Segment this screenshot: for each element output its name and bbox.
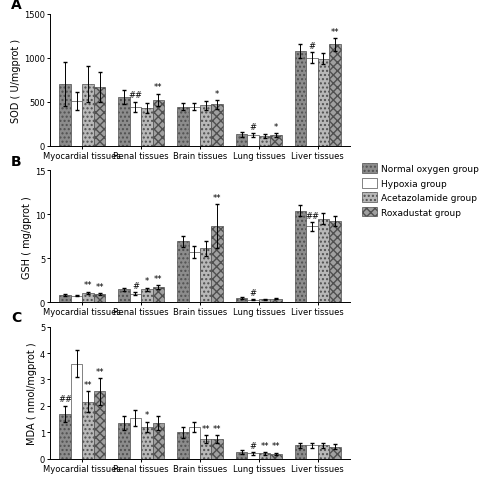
Text: **: **	[260, 441, 269, 450]
Bar	[188, 108, 200, 146]
Text: **: **	[272, 442, 280, 450]
Bar	[329, 45, 340, 146]
Bar	[294, 211, 306, 303]
Bar	[82, 85, 94, 146]
Bar	[318, 446, 329, 459]
Bar	[259, 137, 270, 146]
Bar	[71, 296, 83, 303]
Bar	[318, 219, 329, 303]
Bar	[118, 290, 130, 303]
Text: **: **	[154, 275, 162, 284]
Bar	[294, 446, 306, 459]
Text: **: **	[202, 424, 210, 433]
Bar	[141, 109, 152, 146]
Text: B: B	[11, 154, 22, 168]
Text: C: C	[11, 310, 21, 325]
Y-axis label: GSH ( mg/gprot ): GSH ( mg/gprot )	[22, 195, 32, 278]
Text: **: **	[213, 194, 222, 203]
Text: ##: ##	[305, 211, 319, 220]
Bar	[236, 452, 248, 459]
Text: *: *	[145, 410, 149, 420]
Bar	[94, 294, 106, 303]
Text: *: *	[145, 277, 149, 285]
Text: **: **	[154, 83, 162, 92]
Bar	[141, 427, 152, 459]
Bar	[152, 287, 164, 303]
Text: **: **	[96, 367, 104, 376]
Bar	[306, 227, 318, 303]
Text: *: *	[274, 123, 278, 132]
Bar	[152, 101, 164, 146]
Text: #: #	[132, 282, 139, 290]
Bar	[329, 222, 340, 303]
Bar	[188, 427, 200, 459]
Bar	[118, 98, 130, 146]
Bar	[130, 418, 141, 459]
Bar	[236, 299, 248, 303]
Text: **: **	[96, 282, 104, 291]
Bar	[248, 300, 259, 303]
Bar	[212, 227, 223, 303]
Bar	[188, 252, 200, 303]
Bar	[177, 432, 188, 459]
Bar	[94, 391, 106, 459]
Bar	[71, 364, 83, 459]
Bar	[200, 249, 211, 303]
Bar	[71, 102, 83, 146]
Bar	[118, 423, 130, 459]
Bar	[200, 439, 211, 459]
Text: **: **	[84, 281, 92, 290]
Text: #: #	[308, 42, 316, 51]
Text: **: **	[330, 28, 339, 37]
Y-axis label: MDA ( nmol/mgprot ): MDA ( nmol/mgprot )	[27, 342, 37, 444]
Y-axis label: SOD ( U/mgprot ): SOD ( U/mgprot )	[12, 39, 22, 122]
Bar	[259, 300, 270, 303]
Bar	[152, 423, 164, 459]
Bar	[248, 453, 259, 459]
Bar	[94, 87, 106, 146]
Bar	[329, 447, 340, 459]
Text: ##: ##	[58, 395, 72, 404]
Bar	[270, 454, 282, 459]
Text: #: #	[250, 288, 256, 297]
Text: #: #	[250, 441, 256, 450]
Bar	[177, 242, 188, 303]
Bar	[60, 295, 71, 303]
Bar	[212, 105, 223, 146]
Text: **: **	[213, 424, 222, 433]
Bar	[82, 402, 94, 459]
Bar	[212, 439, 223, 459]
Bar	[306, 59, 318, 146]
Bar	[141, 290, 152, 303]
Bar	[294, 52, 306, 146]
Text: ##: ##	[128, 91, 142, 100]
Bar	[82, 293, 94, 303]
Bar	[248, 136, 259, 146]
Bar	[60, 85, 71, 146]
Text: A: A	[11, 0, 22, 12]
Bar	[60, 414, 71, 459]
Text: **: **	[84, 380, 92, 389]
Bar	[259, 453, 270, 459]
Bar	[270, 136, 282, 146]
Text: *: *	[215, 89, 220, 99]
Bar	[130, 294, 141, 303]
Bar	[200, 106, 211, 146]
Bar	[270, 299, 282, 303]
Bar	[130, 108, 141, 146]
Legend: Normal oxygen group, Hypoxia group, Acetazolamide group, Roxadustat group: Normal oxygen group, Hypoxia group, Acet…	[360, 162, 481, 219]
Bar	[236, 135, 248, 146]
Text: #: #	[250, 123, 256, 132]
Bar	[318, 60, 329, 146]
Bar	[177, 108, 188, 146]
Bar	[306, 446, 318, 459]
